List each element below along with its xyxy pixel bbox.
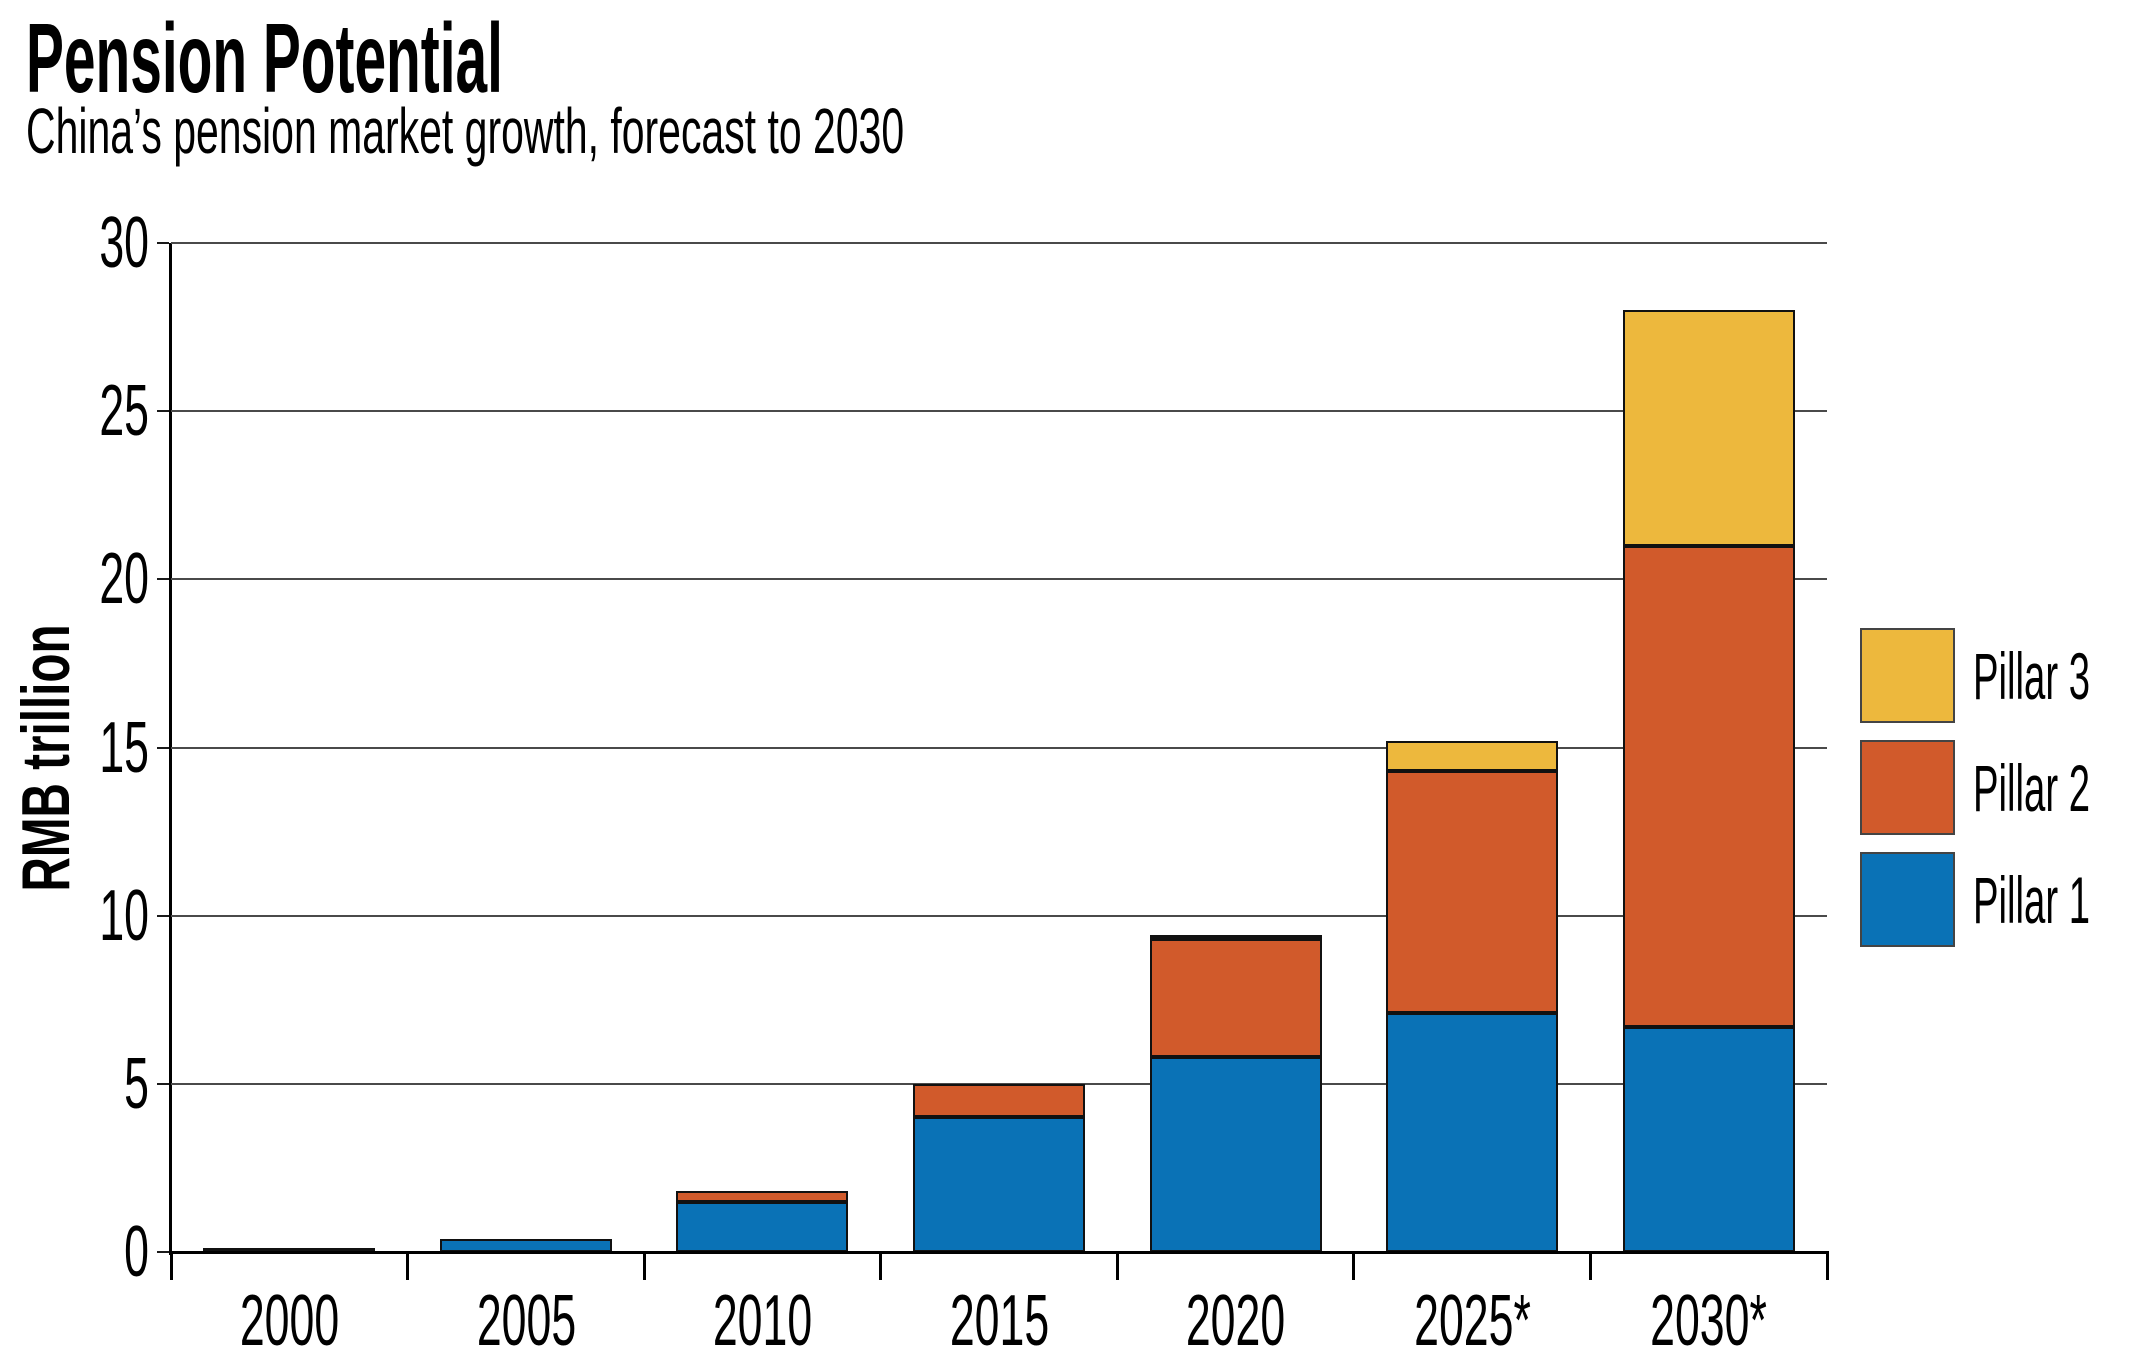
x-axis-line: [169, 1251, 1829, 1254]
x-tick-0: [169, 1252, 173, 1280]
x-tick-2: [642, 1252, 646, 1280]
legend-item-pillar-1: Pillar 1: [1860, 852, 2140, 947]
x-tick-label-2005: 2005: [476, 1281, 576, 1355]
bar-segment-2030-pillar-2: [1622, 545, 1795, 1027]
bar-segment-2025-pillar-1: [1386, 1013, 1559, 1252]
gridline-20: [171, 578, 1827, 581]
plot-area: 0 5 10 15 20 25 30 2000 2005 2010 2015 2020 2025* 203…: [99, 206, 1829, 1355]
legend: Pillar 3 Pillar 2 Pillar 1: [1860, 628, 2140, 964]
legend-swatch-pillar-2: [1860, 740, 1955, 835]
x-tick-1: [406, 1252, 410, 1280]
y-tick-label-0: 0: [124, 1212, 149, 1292]
y-tick-0: [157, 1251, 169, 1253]
x-tick-label-2025: 2025*: [1413, 1281, 1531, 1355]
legend-item-pillar-3: Pillar 3: [1860, 628, 2140, 723]
y-tick-label-25: 25: [99, 371, 149, 452]
bar-segment-2030-pillar-3: [1622, 310, 1795, 546]
gridline-25: [171, 410, 1827, 413]
gridline-30: [171, 242, 1827, 244]
y-tick-30: [157, 242, 169, 244]
legend-label-pillar-3: Pillar 3: [1973, 638, 2091, 713]
bar-segment-2025-pillar-3: [1386, 740, 1559, 772]
x-tick-4: [1115, 1252, 1119, 1280]
y-tick-label-20: 20: [99, 539, 149, 620]
x-tick-5: [1352, 1252, 1356, 1280]
y-tick-label-10: 10: [99, 875, 149, 956]
gridline-10: [171, 914, 1827, 917]
x-tick-7: [1825, 1252, 1829, 1280]
page-title: Pension Potential: [26, 3, 503, 113]
bar-segment-2010-pillar-1: [676, 1201, 849, 1252]
y-tick-10: [157, 914, 169, 917]
legend-label-pillar-2: Pillar 2: [1973, 750, 2091, 825]
bar-segment-2020-pillar-2: [1149, 939, 1322, 1057]
y-tick-25: [157, 410, 169, 413]
bar-segment-2020-pillar-3: [1149, 935, 1322, 940]
bar-segment-2025-pillar-2: [1386, 771, 1559, 1014]
x-tick-label-2010: 2010: [712, 1281, 813, 1355]
x-tick-label-2000: 2000: [239, 1281, 340, 1355]
x-tick-6: [1588, 1252, 1592, 1280]
legend-swatch-pillar-3: [1860, 628, 1955, 723]
gridline-15: [171, 746, 1827, 749]
bar-segment-2015-pillar-1: [913, 1117, 1085, 1252]
legend-label-pillar-1: Pillar 1: [1973, 862, 2091, 937]
y-tick-label-5: 5: [124, 1043, 149, 1124]
legend-item-pillar-2: Pillar 2: [1860, 740, 2140, 835]
page-subtitle: China’s pension market growth, forecast …: [26, 95, 905, 167]
x-tick-label-2020: 2020: [1186, 1281, 1286, 1355]
bar-segment-2020-pillar-1: [1149, 1056, 1322, 1252]
y-tick-20: [157, 578, 169, 581]
bar-segment-2015-pillar-2: [913, 1083, 1085, 1118]
legend-swatch-pillar-1: [1860, 852, 1955, 947]
y-axis-line: [169, 243, 172, 1255]
y-tick-5: [157, 1082, 169, 1085]
x-tick-label-2015: 2015: [949, 1281, 1049, 1355]
y-tick-label-15: 15: [99, 707, 149, 788]
x-tick-3: [879, 1252, 883, 1280]
bar-segment-2005-pillar-1: [439, 1238, 612, 1252]
x-tick-label-2030: 2030*: [1650, 1281, 1768, 1355]
bar-segment-2030-pillar-1: [1622, 1026, 1795, 1252]
gridline-5: [171, 1082, 1827, 1085]
y-tick-label-30: 30: [99, 203, 149, 283]
y-tick-15: [157, 746, 169, 749]
bar-segment-2010-pillar-2: [676, 1191, 849, 1202]
